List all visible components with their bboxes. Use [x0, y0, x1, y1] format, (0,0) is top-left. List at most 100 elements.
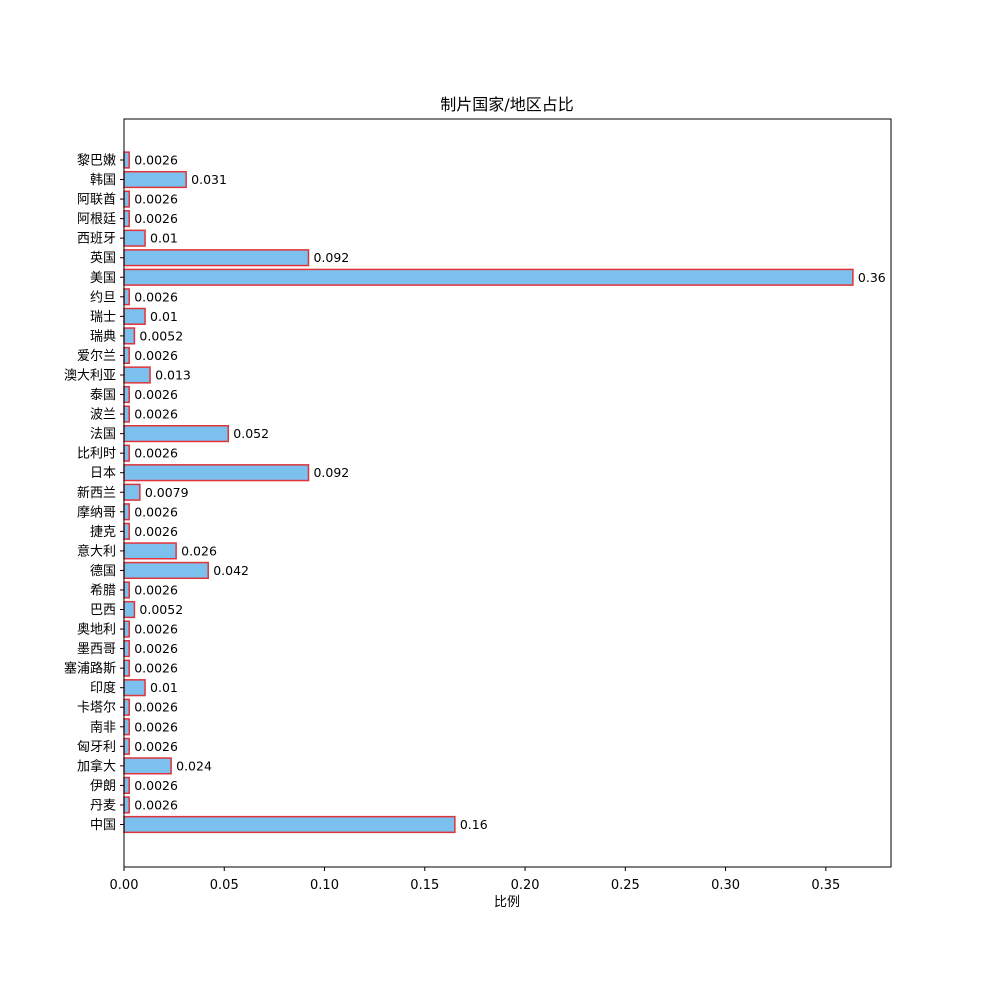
bar: [123, 249, 310, 267]
data-label: 0.16: [460, 817, 488, 832]
y-tick-label: 阿根廷: [77, 212, 116, 227]
y-tick-label: 英国: [90, 251, 116, 266]
bar: [123, 757, 172, 775]
bar: [123, 640, 130, 658]
data-label: 0.0026: [134, 153, 178, 168]
y-tick-label: 意大利: [77, 543, 116, 559]
bar: [123, 327, 136, 345]
y-tick-label: 塞浦路斯: [64, 661, 116, 677]
data-label: 0.042: [213, 563, 249, 578]
x-tick-label: 0.30: [711, 878, 740, 893]
y-tick-label: 加拿大: [77, 758, 116, 774]
bar: [123, 561, 209, 580]
x-tick-label: 0.05: [210, 878, 239, 893]
bar: [123, 659, 130, 677]
y-axis: 中国 丹麦 伊朗 加拿大 匈牙利 南非 卡塔尔 印度 塞浦路斯 墨西哥 奥地利 巴西 希腊 德国 意大利 捷克…: [64, 154, 124, 833]
data-label: 0.0052: [139, 602, 183, 617]
bar: [123, 542, 177, 560]
data-label: 0.36: [858, 270, 886, 285]
y-tick-label: 瑞典: [90, 329, 116, 344]
bar: [123, 229, 146, 247]
data-label: 0.01: [150, 309, 178, 324]
bar: [123, 796, 130, 814]
bar: [123, 581, 130, 599]
bar: [123, 405, 130, 423]
x-tick-label: 0.00: [110, 878, 139, 893]
y-tick-label: 波兰: [90, 408, 116, 423]
y-tick-label: 中国: [90, 818, 116, 833]
data-label: 0.0026: [134, 719, 178, 734]
y-tick-label: 法国: [90, 427, 116, 442]
bar: [123, 190, 130, 208]
bar: [123, 483, 141, 501]
x-tick-label: 0.15: [410, 878, 439, 893]
y-tick-label: 澳大利亚: [64, 367, 116, 383]
y-tick-label: 丹麦: [90, 798, 116, 813]
bar: [123, 737, 130, 755]
data-label: 0.0026: [134, 407, 178, 422]
bar: [123, 307, 146, 325]
y-tick-label: 黎巴嫩: [77, 154, 116, 169]
y-tick-label: 韩国: [90, 173, 116, 188]
bar: [123, 679, 146, 697]
bar: [123, 522, 130, 540]
data-label: 0.01: [150, 680, 178, 695]
data-label: 0.0026: [134, 524, 178, 539]
y-tick-label: 约旦: [90, 290, 116, 305]
x-axis: 0.00 0.05 0.10 0.15 0.20 0.25 0.30 0.35: [110, 867, 840, 893]
data-label: 0.0026: [134, 504, 178, 519]
x-tick-label: 0.35: [811, 878, 840, 893]
data-label: 0.0026: [134, 348, 178, 363]
bar: [123, 444, 130, 462]
bar: [123, 385, 130, 404]
bars-group: [123, 151, 854, 834]
x-tick-label: 0.10: [310, 878, 339, 893]
bar: [123, 170, 187, 189]
bar: [123, 698, 130, 716]
data-labels-group: 0.160.00260.00260.0240.00260.00260.00260…: [134, 153, 886, 833]
data-label: 0.0026: [134, 739, 178, 754]
data-label: 0.026: [181, 543, 217, 558]
bar: [123, 288, 130, 306]
y-tick-label: 西班牙: [77, 232, 116, 247]
data-label: 0.0026: [134, 446, 178, 461]
bar: [123, 366, 151, 384]
data-label: 0.0026: [134, 778, 178, 793]
data-label: 0.092: [313, 250, 349, 265]
y-tick-label: 捷克: [90, 525, 116, 540]
y-tick-label: 新西兰: [77, 485, 116, 501]
data-label: 0.0026: [134, 192, 178, 207]
y-tick-label: 泰国: [90, 388, 116, 403]
bar: [123, 425, 230, 443]
data-label: 0.0026: [134, 661, 178, 676]
chart-title: 制片国家/地区占比: [440, 95, 573, 114]
y-tick-label: 比利时: [77, 447, 116, 462]
data-label: 0.0026: [134, 641, 178, 656]
data-label: 0.0079: [145, 485, 189, 500]
y-tick-label: 德国: [90, 564, 116, 579]
y-tick-label: 摩纳哥: [77, 504, 116, 520]
y-tick-label: 墨西哥: [77, 642, 116, 657]
data-label: 0.0026: [134, 622, 178, 637]
data-label: 0.0026: [134, 797, 178, 812]
y-tick-label: 奥地利: [77, 623, 116, 638]
y-tick-label: 南非: [90, 719, 116, 735]
bar: [123, 268, 854, 286]
data-label: 0.052: [233, 426, 269, 441]
bar: [123, 464, 310, 482]
data-label: 0.0026: [134, 582, 178, 597]
y-tick-label: 爱尔兰: [77, 349, 116, 364]
y-tick-label: 匈牙利: [77, 740, 116, 755]
y-tick-label: 巴西: [90, 603, 116, 618]
bar: [123, 210, 130, 228]
y-tick-label: 瑞士: [90, 310, 116, 325]
y-tick-label: 希腊: [90, 583, 116, 598]
x-axis-label: 比例: [494, 895, 520, 910]
y-tick-label: 卡塔尔: [77, 701, 116, 716]
bar: [123, 718, 130, 736]
data-label: 0.0026: [134, 211, 178, 226]
y-tick-label: 伊朗: [90, 779, 116, 794]
bar: [123, 600, 136, 619]
y-tick-label: 印度: [90, 680, 116, 696]
